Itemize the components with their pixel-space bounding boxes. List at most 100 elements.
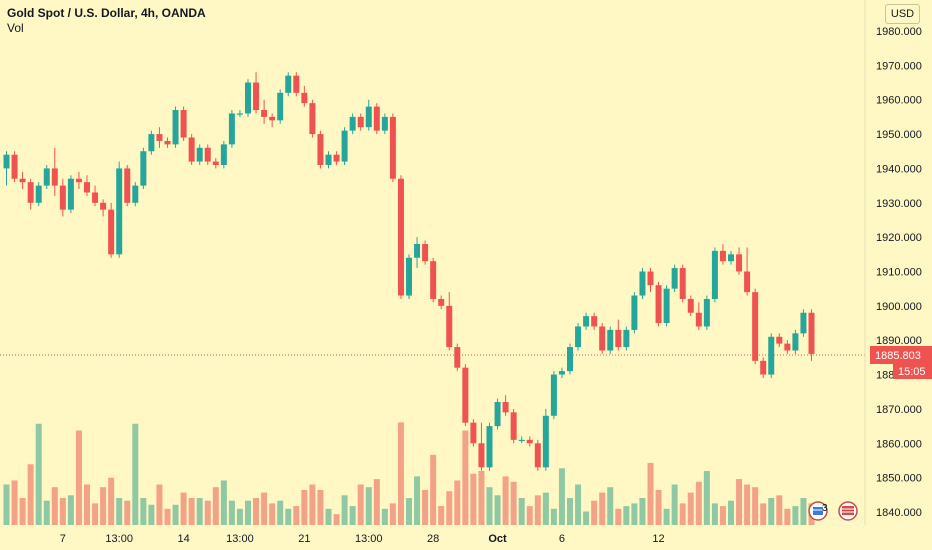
x-tick-label: 28 bbox=[427, 533, 439, 545]
candle-body bbox=[752, 292, 759, 361]
x-axis[interactable]: 7 13:00 14 13:00 21 13:00 28 Oct 6 12 bbox=[60, 533, 665, 545]
candle-body bbox=[309, 103, 316, 135]
volume-bar bbox=[261, 492, 268, 525]
y-tick-label: 1850.000 bbox=[876, 473, 922, 485]
candle-body bbox=[486, 426, 493, 468]
events-icon[interactable]: 3 bbox=[808, 501, 828, 521]
volume-bar bbox=[220, 480, 227, 525]
flag-icon[interactable] bbox=[838, 501, 858, 521]
candle-body bbox=[711, 250, 718, 299]
volume-bar bbox=[293, 506, 300, 525]
candle-body bbox=[647, 271, 654, 286]
candle-body bbox=[325, 154, 332, 165]
volume-bar bbox=[19, 498, 26, 525]
volume-bar bbox=[575, 484, 582, 525]
volume-bar bbox=[349, 506, 356, 525]
candle-body bbox=[591, 316, 598, 327]
volume-bar bbox=[285, 508, 292, 525]
volume-bar bbox=[116, 498, 123, 525]
volume-bar bbox=[188, 498, 195, 525]
x-tick-label: Oct bbox=[488, 533, 507, 545]
volume-bar bbox=[591, 500, 598, 525]
candle-body bbox=[92, 192, 99, 203]
candle-body bbox=[623, 329, 630, 348]
candle-body bbox=[116, 168, 123, 255]
volume-bar bbox=[365, 487, 372, 525]
candle-body bbox=[261, 110, 268, 117]
y-tick-label: 1940.000 bbox=[876, 163, 922, 175]
candle-body bbox=[236, 113, 243, 115]
x-tick-label: 14 bbox=[177, 533, 189, 545]
volume-bar bbox=[51, 487, 58, 525]
candle-body bbox=[172, 110, 179, 145]
volume-bar bbox=[92, 503, 99, 525]
candle-body bbox=[140, 151, 147, 186]
candle-body bbox=[567, 347, 573, 372]
candle-body bbox=[180, 110, 187, 138]
candle-body bbox=[100, 202, 107, 210]
volume-bar bbox=[744, 484, 751, 525]
candle-body bbox=[341, 130, 348, 162]
candle-body bbox=[728, 254, 734, 262]
volume-bar bbox=[494, 495, 501, 525]
volume-bar bbox=[607, 487, 614, 525]
candle-body bbox=[719, 250, 726, 262]
volume-bar bbox=[728, 500, 734, 525]
volume-bar bbox=[486, 487, 493, 525]
candle-body bbox=[35, 185, 42, 203]
candle-body bbox=[583, 316, 590, 327]
volume-bar bbox=[27, 464, 34, 525]
volume-bar bbox=[703, 471, 710, 525]
volume-label[interactable]: Vol bbox=[7, 21, 24, 35]
volume-bar bbox=[526, 506, 533, 525]
currency-button[interactable]: USD bbox=[885, 4, 920, 24]
volume-bar bbox=[671, 484, 678, 525]
candle-body bbox=[75, 178, 82, 183]
candle-body bbox=[132, 185, 139, 203]
candle-body bbox=[446, 305, 453, 348]
y-tick-label: 1960.000 bbox=[876, 95, 922, 107]
candle-body bbox=[438, 298, 445, 306]
volume-bar bbox=[542, 492, 549, 525]
x-tick-label: 7 bbox=[60, 533, 66, 545]
volume-bar bbox=[84, 484, 90, 525]
candle-body bbox=[679, 268, 686, 299]
candle-body bbox=[414, 244, 421, 258]
volume-bar bbox=[357, 484, 364, 525]
volume-bar bbox=[430, 454, 437, 525]
candles bbox=[3, 72, 815, 471]
price-badge-value: 1885.803 bbox=[875, 350, 921, 362]
volume-bar bbox=[639, 498, 646, 525]
candle-body bbox=[558, 371, 565, 375]
volume-bar bbox=[140, 498, 147, 525]
candle-body bbox=[196, 147, 203, 162]
candle-body bbox=[518, 439, 525, 442]
y-tick-label: 1870.000 bbox=[876, 404, 922, 416]
volume-bar bbox=[510, 481, 517, 525]
candle-body bbox=[808, 312, 815, 354]
candle-body bbox=[607, 329, 614, 351]
volume-bar bbox=[132, 423, 139, 525]
candle-body bbox=[687, 298, 694, 313]
volume-bar bbox=[736, 479, 743, 525]
candle-body bbox=[389, 116, 396, 179]
candle-body bbox=[462, 367, 469, 423]
volume-bar bbox=[164, 508, 171, 525]
volume-bar bbox=[800, 498, 807, 525]
candle-body bbox=[19, 178, 26, 183]
volume-bar bbox=[11, 480, 18, 525]
symbol-title[interactable]: Gold Spot / U.S. Dollar, 4h, OANDA bbox=[7, 6, 206, 20]
x-tick-label: 13:00 bbox=[105, 533, 133, 545]
y-tick-label: 1840.000 bbox=[876, 507, 922, 519]
candle-body bbox=[663, 288, 670, 324]
candle-body bbox=[228, 113, 235, 145]
y-tick-label: 1950.000 bbox=[876, 129, 922, 141]
volume-bar bbox=[478, 471, 485, 525]
candle-body bbox=[736, 254, 743, 272]
y-tick-label: 1910.000 bbox=[876, 266, 922, 278]
volume-bar bbox=[333, 514, 340, 525]
candle-body bbox=[293, 75, 300, 93]
candle-body bbox=[333, 154, 340, 162]
y-axis[interactable]: 1840.0001850.0001860.0001870.0001880.000… bbox=[876, 26, 922, 519]
